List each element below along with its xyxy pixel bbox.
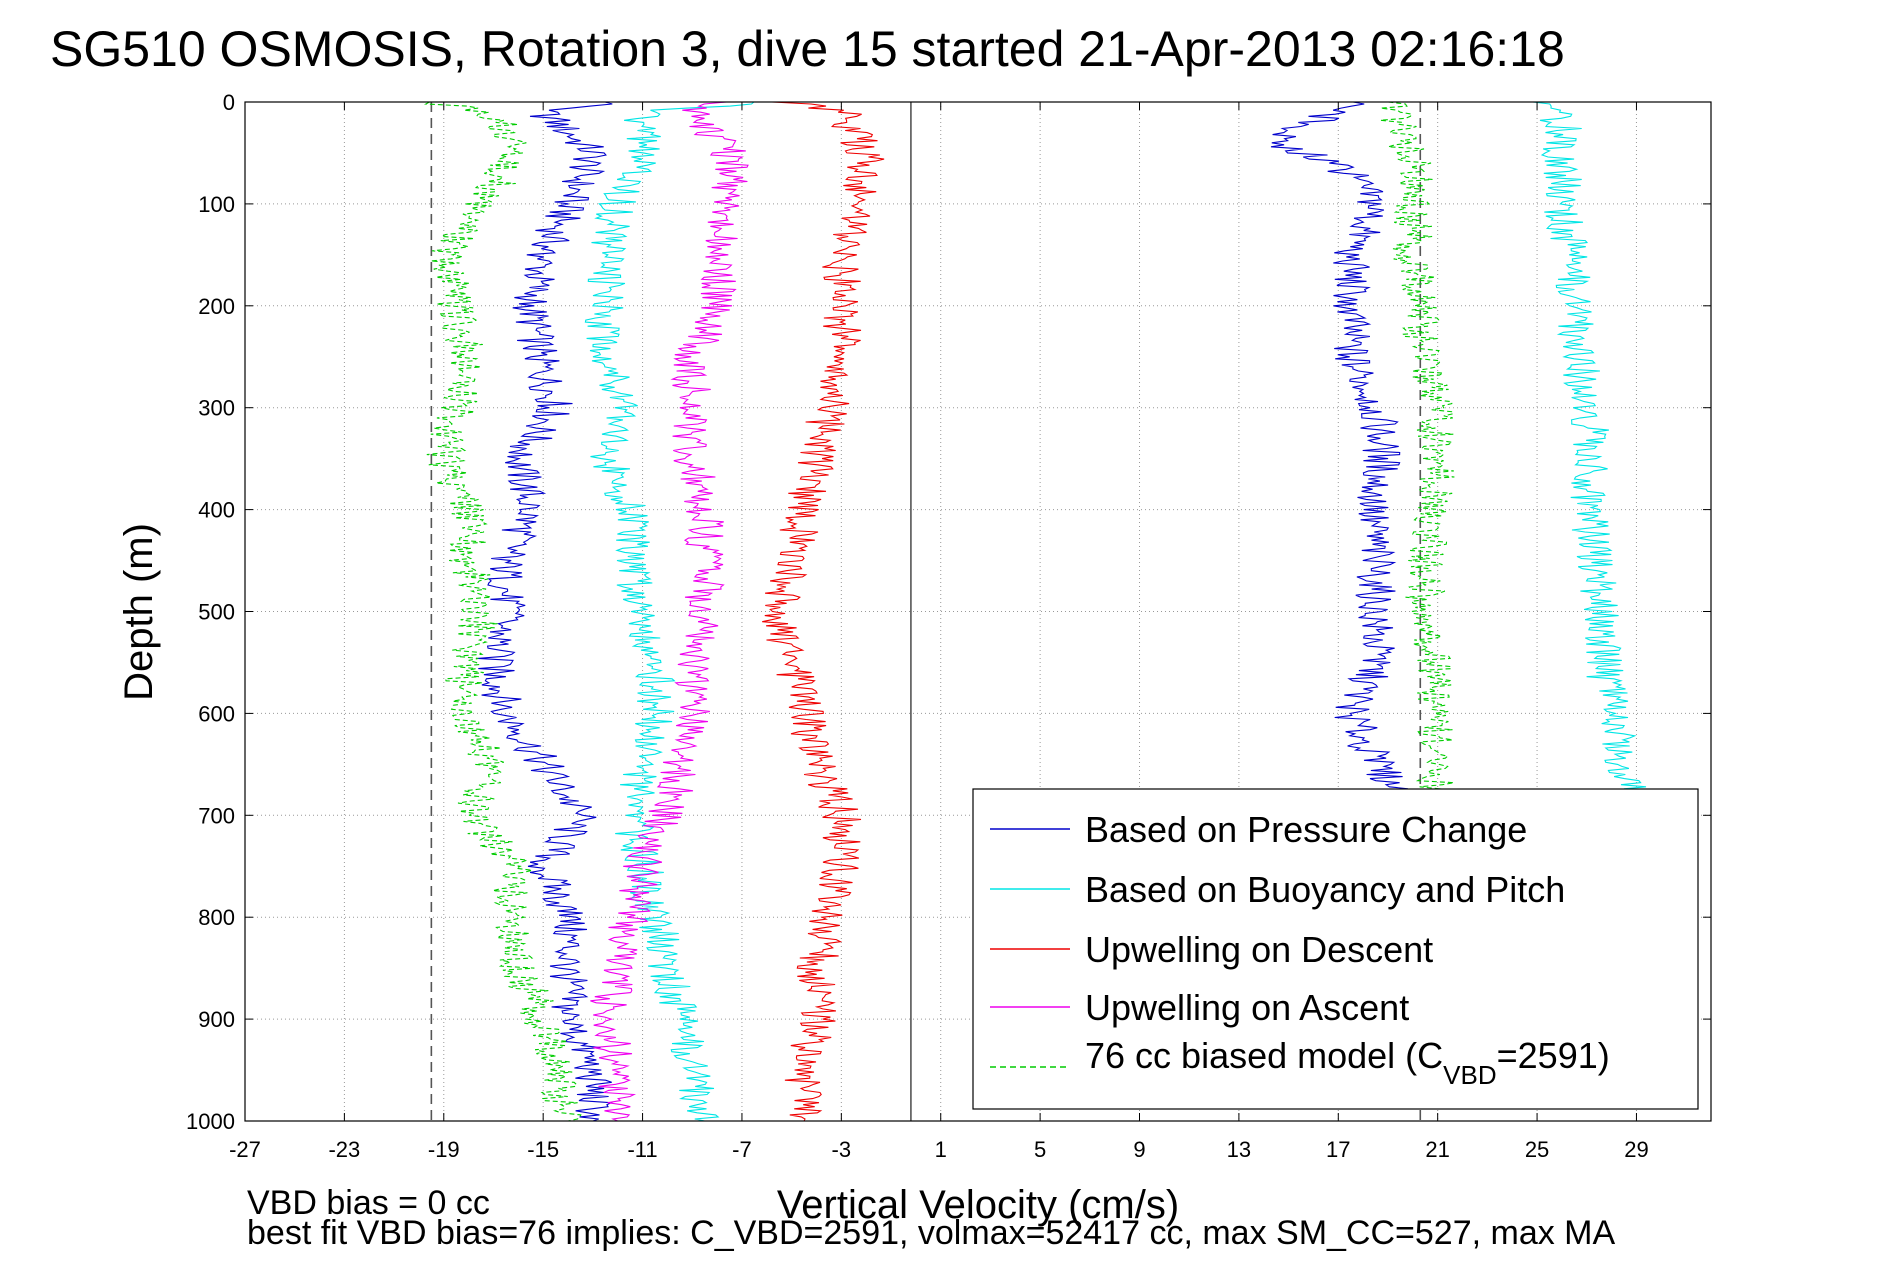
legend: Based on Pressure Change Based on Buoyan… [972,788,1699,1110]
x-tick-label: 25 [1525,1137,1549,1162]
x-tick-label: -3 [832,1137,852,1162]
x-tick-label: 1 [935,1137,947,1162]
y-tick-label: 900 [198,1007,235,1032]
y-tick-label: 200 [198,294,235,319]
series-line-2 [1532,101,1653,796]
x-axis-label: Vertical Velocity (cm/s) [777,1183,1179,1227]
series-layer [423,101,1653,1122]
y-ticks: 0 100 200 300 400 500 600 700 800 900 1000 [186,90,1711,1134]
x-ticks: -27 -23 -19 -15 -11 -7 -3 1 5 9 13 17 21 25 29 [229,102,1649,1162]
legend-label-model-main: 76 cc biased model (C [1085,1035,1443,1076]
legend-label-pressure: Based on Pressure Change [1085,809,1527,850]
x-tick-label: -11 [627,1137,657,1162]
x-tick-label: -27 [229,1137,261,1162]
x-tick-label: 29 [1624,1137,1648,1162]
x-tick-label: 21 [1425,1137,1449,1162]
legend-label-model-sub: VBD [1443,1060,1496,1090]
y-tick-label: 800 [198,905,235,930]
footer-line-1: VBD bias = 0 cc [247,1184,490,1222]
series-line-4 [590,101,749,1122]
y-tick-label: 500 [198,600,235,625]
series-line-1 [1270,101,1408,796]
legend-label-model-tail: =2591) [1497,1035,1610,1076]
y-tick-label: 400 [198,498,235,523]
chart-title: SG510 OSMOSIS, Rotation 3, dive 15 start… [50,21,1565,77]
y-tick-label: 0 [223,90,235,115]
x-tick-label: -23 [328,1137,360,1162]
legend-label-buoyancy: Based on Buoyancy and Pitch [1085,869,1565,910]
y-axis-label: Depth (m) [117,523,161,701]
series-line-5 [1380,101,1455,796]
x-tick-label: 13 [1227,1137,1251,1162]
x-tick-label: -7 [732,1137,752,1162]
x-tick-label: 17 [1326,1137,1350,1162]
legend-box [972,788,1699,1110]
legend-label-ascent: Upwelling on Ascent [1085,987,1409,1028]
series-line-2 [584,101,755,1122]
x-tick-label: -19 [428,1137,460,1162]
y-tick-label: 300 [198,396,235,421]
series-line-1 [477,101,614,1122]
x-tick-label: -15 [527,1137,559,1162]
y-tick-label: 100 [198,192,235,217]
y-tick-label: 700 [198,803,235,828]
x-tick-label: 5 [1034,1137,1046,1162]
y-tick-label: 1000 [186,1109,235,1134]
y-tick-label: 600 [198,701,235,726]
series-line-3 [762,101,885,1122]
legend-label-descent: Upwelling on Descent [1085,929,1433,970]
series-line-5 [423,101,582,1122]
footer-line-2: best fit VBD bias=76 implies: C_VBD=2591… [247,1214,1616,1252]
legend-label-model: 76 cc biased model (CVBD=2591) [1085,1035,1610,1090]
x-tick-label: 9 [1133,1137,1145,1162]
